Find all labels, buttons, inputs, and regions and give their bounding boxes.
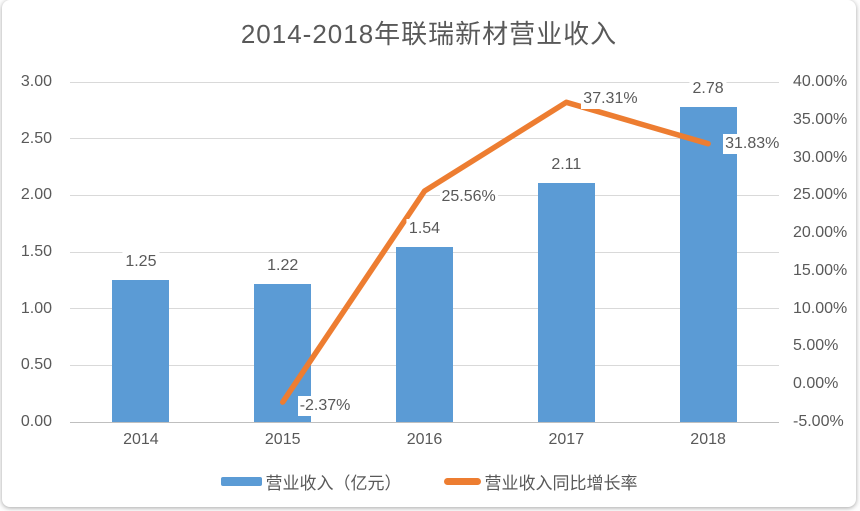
bar-2017: [537, 182, 595, 422]
right-axis-tick-label: 5.00%: [793, 337, 839, 355]
bar-2016: [396, 247, 453, 422]
legend: 营业收入（亿元） 营业收入同比增长率: [2, 469, 856, 494]
right-axis-tick-label: 15.00%: [793, 261, 848, 279]
left-axis-tick-label: 0.50: [20, 356, 52, 374]
left-axis-tick-label: 0.00: [20, 413, 52, 430]
growth-line-swatch-icon: [443, 478, 481, 485]
gridline: [70, 194, 779, 196]
legend-item-revenue: 营业收入（亿元）: [220, 469, 402, 494]
chart-title: 2014-2018年联瑞新材营业收入: [240, 19, 618, 49]
legend-label-growth-rate: 营业收入同比增长率: [484, 474, 638, 493]
x-axis-label-2015: 2015: [264, 431, 301, 448]
left-axis-tick-label: 2.00: [20, 186, 52, 204]
left-axis-tick-label: 1.00: [20, 299, 52, 317]
right-axis-tick-label: 20.00%: [793, 224, 848, 242]
right-axis-tick-label: 30.00%: [793, 148, 848, 166]
x-axis-label-2016: 2016: [406, 431, 443, 448]
bar-2014: [112, 280, 170, 422]
left-axis-tick-label: 3.00: [20, 73, 52, 90]
x-axis-label-2014: 2014: [123, 431, 159, 448]
bar-2015: [254, 283, 312, 422]
right-axis-tick-label: -5.00%: [793, 413, 844, 430]
legend-label-revenue: 营业收入（亿元）: [265, 474, 402, 493]
revenue-bar-swatch-icon: [220, 477, 262, 486]
right-axis-tick-label: 25.00%: [793, 186, 848, 204]
x-axis-line: [70, 421, 779, 423]
right-axis-tick-label: 40.00%: [793, 73, 848, 90]
right-axis-tick-label: 0.00%: [793, 375, 839, 393]
x-axis-label-2018: 2018: [690, 431, 726, 448]
right-axis-tick-label: 10.00%: [793, 299, 848, 317]
left-axis-tick-label: 1.50: [20, 243, 52, 260]
right-axis-tick-label: 35.00%: [793, 110, 848, 128]
gridline: [70, 138, 779, 140]
legend-item-growth-rate: 营业收入同比增长率: [443, 469, 638, 494]
left-axis-tick-label: 2.50: [20, 129, 52, 147]
gridline: [70, 81, 779, 83]
x-axis-label-2017: 2017: [548, 431, 585, 448]
bar-2018: [679, 106, 737, 422]
